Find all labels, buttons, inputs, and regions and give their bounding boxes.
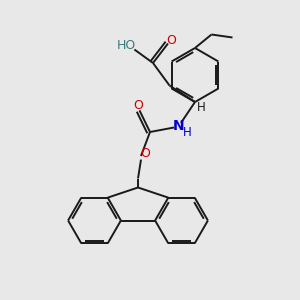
Text: HO: HO (116, 39, 136, 52)
Text: H: H (197, 101, 206, 114)
Text: O: O (133, 99, 143, 112)
Text: H: H (182, 126, 191, 139)
Text: O: O (141, 147, 150, 160)
Text: N: N (173, 119, 184, 133)
Text: O: O (167, 34, 176, 47)
